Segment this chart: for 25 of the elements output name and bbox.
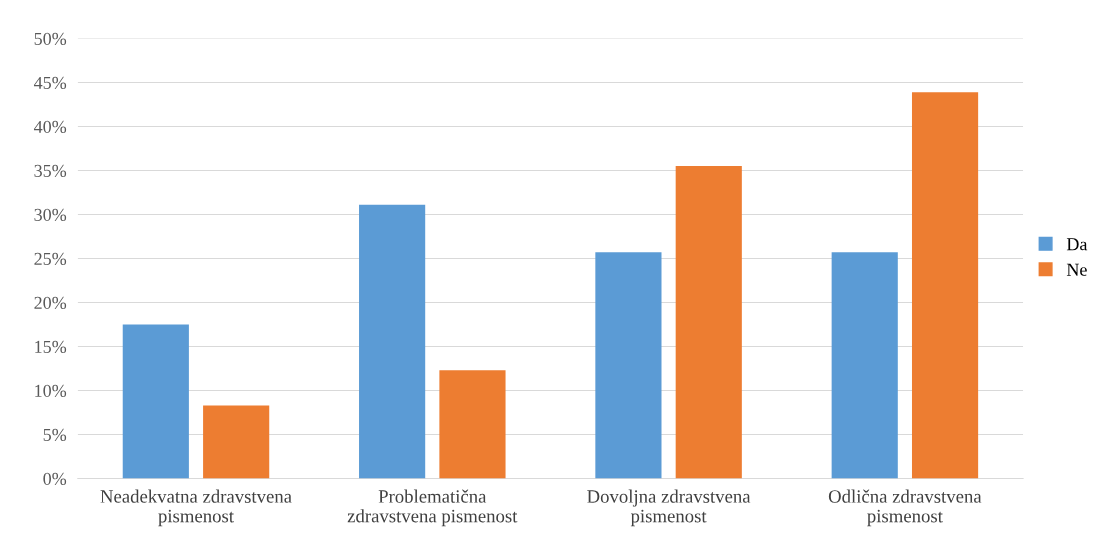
bar xyxy=(122,324,189,479)
y-tick-label: 40% xyxy=(33,120,67,133)
y-tick-label: 50% xyxy=(34,32,67,45)
bar xyxy=(595,252,662,479)
legend-label: Ne xyxy=(1066,263,1087,276)
x-tick-label: Dovoljna zdravstvena pismenost xyxy=(587,489,751,527)
y-tick-label: 30% xyxy=(34,208,67,221)
y-tick-label: 15% xyxy=(35,340,67,353)
x-tick-label: Odlična zdravstvena pismenost xyxy=(828,489,982,527)
bar xyxy=(831,252,898,479)
y-tick-label: 45% xyxy=(33,76,67,89)
y-tick-label: 25% xyxy=(34,252,67,265)
y-tick-label: 10% xyxy=(35,384,67,397)
bar xyxy=(439,370,506,479)
x-tick-label: Problematična zdravstvena pismenost xyxy=(347,489,518,527)
y-tick-label: 35% xyxy=(34,164,67,177)
y-tick-label: 5% xyxy=(43,428,67,441)
bar xyxy=(675,166,742,479)
y-tick-label: 20% xyxy=(34,296,67,309)
bar xyxy=(359,204,426,479)
bar xyxy=(203,405,270,479)
legend-label: Da xyxy=(1066,238,1088,251)
x-tick-label: Neadekvatna zdravstvena pismenost xyxy=(100,489,292,527)
y-tick-label: 0% xyxy=(43,472,67,485)
bar xyxy=(911,92,979,479)
